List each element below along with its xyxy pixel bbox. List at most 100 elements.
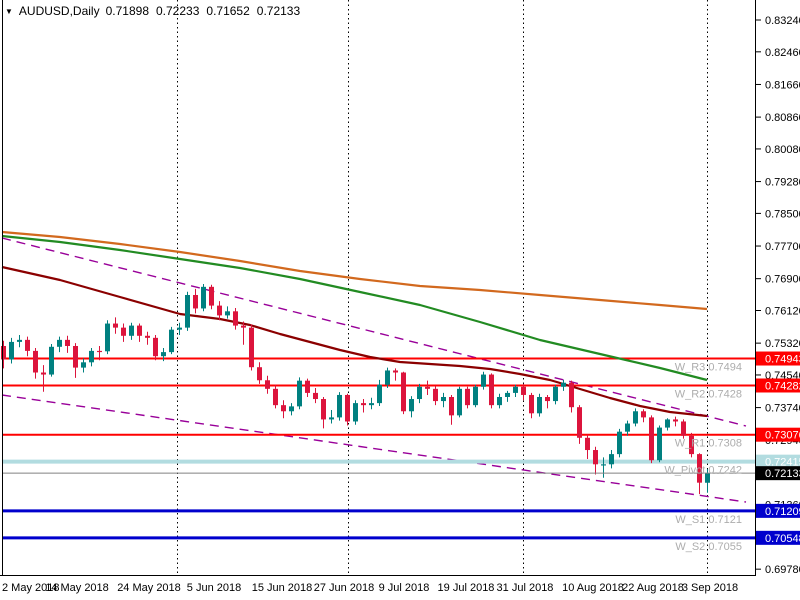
W_Pivot-level-label: W_Pivot 0.7242 [664, 465, 742, 477]
candle-body [225, 311, 230, 316]
candle-body [593, 450, 598, 465]
candle-body [185, 294, 190, 328]
candle-body [369, 403, 374, 406]
candle-body [529, 394, 534, 414]
candle-body [313, 392, 318, 400]
candle-body [33, 350, 38, 373]
ma-slow-orange-line [1, 230, 708, 311]
candle-body [169, 329, 174, 353]
W_R1-level-label: W_R1 0.7308 [675, 438, 742, 450]
date-axis-label: 10 Aug 2018 [562, 582, 624, 594]
candle-body [665, 419, 670, 428]
date-axis-label: 3 Sep 2018 [682, 582, 738, 594]
candle-body [49, 346, 54, 375]
candle-body [553, 386, 558, 402]
candle-body [465, 388, 470, 406]
chart-title: ▼ AUDUSD,Daily 0.71898 0.72233 0.71652 0… [5, 4, 300, 18]
candle-body [505, 392, 510, 397]
W_S2-price-badge-bg [756, 530, 800, 545]
candle-body [353, 403, 358, 422]
candle-body [121, 327, 126, 336]
candle-body [361, 403, 366, 406]
candle-body [217, 305, 222, 316]
candle-body [257, 367, 262, 381]
candle-body [265, 380, 270, 389]
candle-body [433, 388, 438, 402]
candle-body [113, 323, 118, 328]
candle-body [617, 431, 622, 455]
W_R2-price-badge-text: 0.74282 [765, 380, 800, 392]
lower-channel-trendline [1, 394, 747, 503]
candle-body [161, 352, 166, 357]
W_S1-level-label: W_S1 0.7121 [675, 514, 742, 526]
candle-body [249, 327, 254, 368]
candle-body [409, 399, 414, 412]
W_R3-price-badge-text: 0.74943 [765, 354, 800, 366]
candle-body [25, 339, 30, 351]
W_S1-price-badge-text: 0.71209 [765, 506, 800, 518]
candle-body [97, 350, 102, 353]
W_R2-price-badge-bg [756, 378, 800, 393]
candle-body [545, 396, 550, 402]
candle-body [329, 417, 334, 420]
candle-body [153, 337, 158, 357]
ohlc-values: 0.71898 0.72233 0.71652 0.72133 [106, 4, 301, 18]
date-axis-label: 27 Jun 2018 [314, 582, 375, 594]
date-axis-label: 22 Aug 2018 [622, 582, 684, 594]
candle-body [377, 384, 382, 404]
candle-body [537, 396, 542, 414]
candle-body [521, 386, 526, 395]
W_R1-price-badge-bg [756, 427, 800, 442]
candle-body [609, 454, 614, 465]
candle-body [345, 394, 350, 422]
candle-body [633, 411, 638, 424]
candle-body [393, 370, 398, 373]
W_S2-price-badge-text: 0.70548 [765, 533, 800, 545]
low-value: 0.71652 [206, 4, 250, 18]
candle-body [305, 380, 310, 393]
candle-body [705, 473, 710, 483]
candle-body [425, 386, 430, 389]
date-axis-label: 19 Jul 2018 [438, 582, 495, 594]
date-axis-label: 31 Jul 2018 [497, 582, 554, 594]
candle-body [497, 396, 502, 406]
candle-body [241, 325, 246, 328]
candle-body [585, 437, 590, 451]
W_S1-price-badge-bg [756, 503, 800, 518]
candle-body [337, 394, 342, 418]
candle-body [177, 327, 182, 330]
current-price-badge-bg [756, 466, 800, 481]
candle-body [233, 311, 238, 326]
candle-body [9, 341, 14, 360]
candle-body [17, 339, 22, 342]
candle-body [401, 372, 406, 412]
candle-body [145, 335, 150, 338]
candle-body [209, 286, 214, 306]
W_R3-price-badge-bg [756, 351, 800, 366]
open-value: 0.71898 [105, 4, 149, 18]
candle-body [441, 396, 446, 402]
candle-body [105, 323, 110, 352]
candle-body [569, 382, 574, 408]
high-value: 0.72233 [156, 4, 200, 18]
candle-body [89, 350, 94, 363]
candle-body [201, 286, 206, 309]
candle-body [489, 374, 494, 406]
candle-body [193, 294, 198, 309]
symbol-dropdown-icon[interactable]: ▼ [5, 7, 13, 16]
candle-body [681, 421, 686, 436]
candle-body [1, 345, 6, 360]
candle-body [657, 427, 662, 461]
close-value: 0.72133 [256, 4, 301, 18]
candle-body [129, 325, 134, 336]
date-axis-label: 5 Jun 2018 [187, 582, 241, 594]
candle-body [65, 339, 70, 346]
ma-fast-darkred-line [1, 265, 708, 418]
